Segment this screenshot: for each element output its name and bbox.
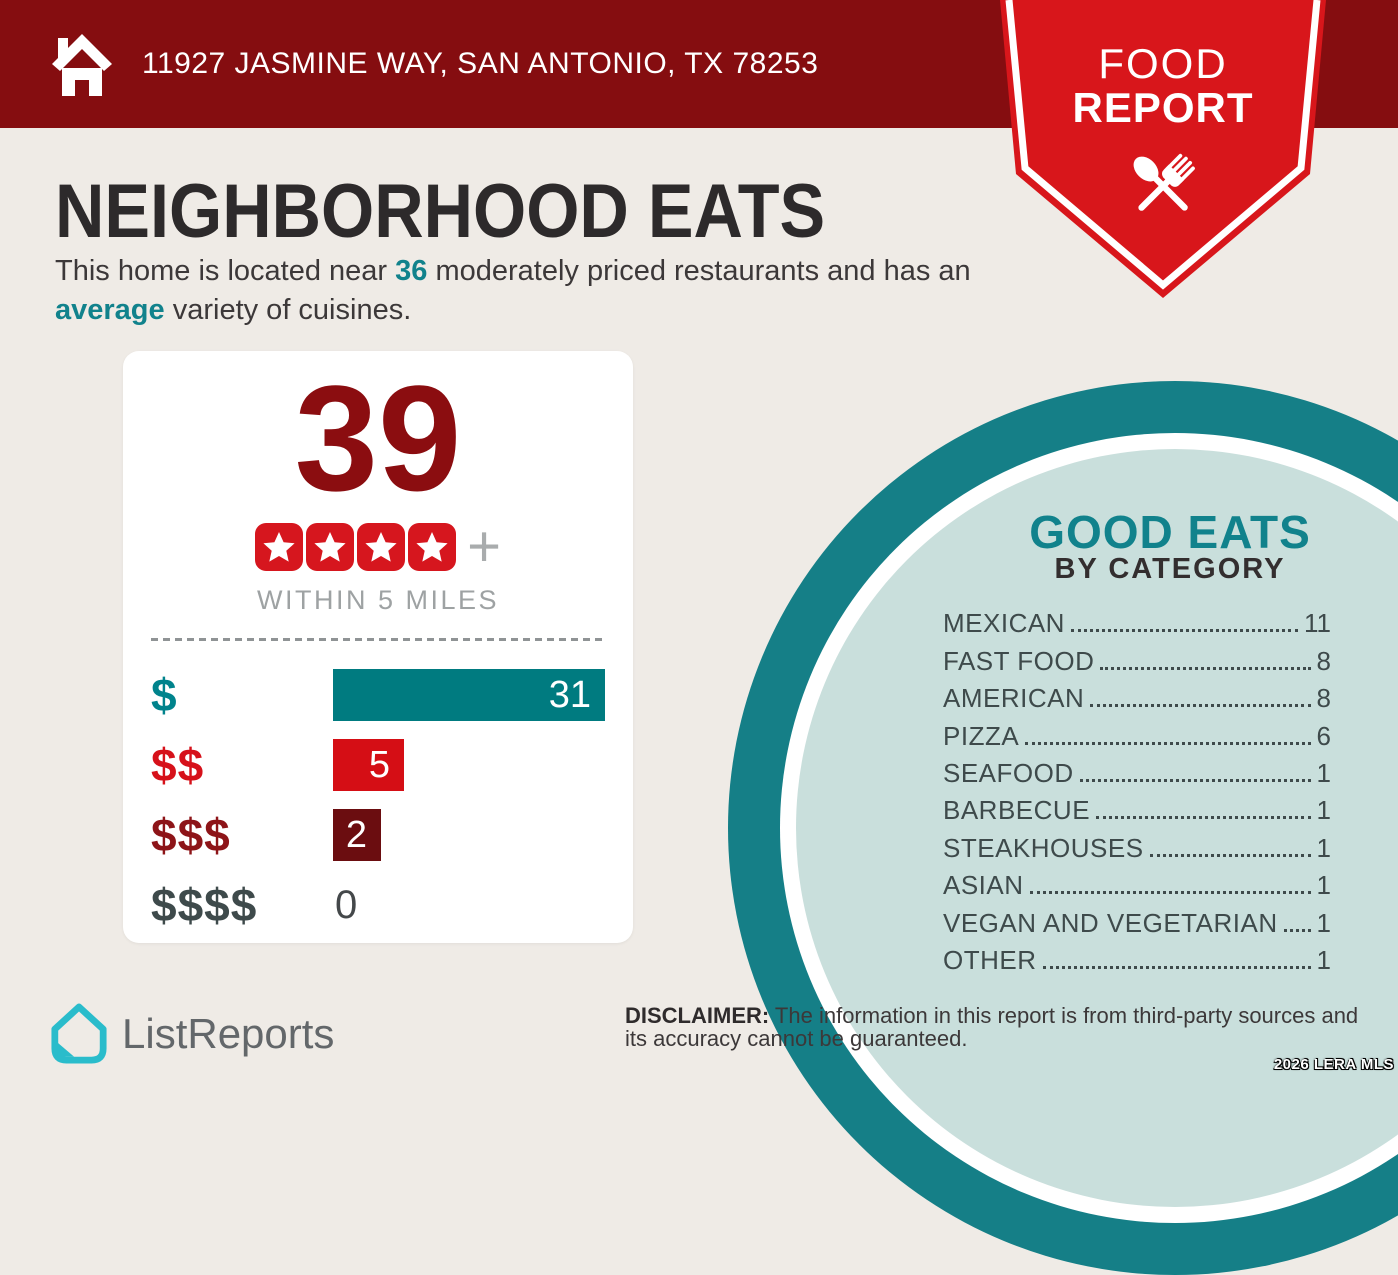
dotted-leader: [1096, 816, 1311, 820]
dotted-leader: [1283, 928, 1311, 932]
category-label: BARBECUE: [943, 795, 1091, 826]
home-icon: [52, 34, 112, 96]
listreports-wordmark: ListReports: [122, 1010, 335, 1057]
listreports-brand: ListReports: [50, 1002, 334, 1066]
category-list: MEXICAN 11 FAST FOOD 8 AMERICAN 8 PIZZA 6 SEAFOO…: [943, 602, 1331, 976]
dotted-leader: [1042, 965, 1311, 969]
dotted-leader: [1090, 704, 1311, 708]
price-tier-bar: 5: [333, 739, 404, 791]
intro-sentence: This home is located near 36 moderately …: [55, 252, 975, 329]
category-label: SEAFOOD: [943, 757, 1074, 788]
variety-highlight: average: [55, 293, 165, 326]
category-label: STEAKHOUSES: [943, 832, 1144, 863]
disclaimer-text: The information in this report is from t…: [625, 1003, 1359, 1051]
property-address: 11927 JASMINE WAY, SAN ANTONIO, TX 78253: [142, 47, 819, 80]
ribbon-title-report: REPORT: [1072, 84, 1254, 131]
price-tier-label: $$: [151, 739, 205, 791]
category-count: 6: [1316, 720, 1331, 751]
plus-sign: +: [467, 514, 501, 579]
star-rating: +: [123, 514, 633, 579]
price-tier-bar-chart: $31 $$ 5 $$$ 2 $$$$ 0: [151, 669, 605, 931]
dotted-leader: [1079, 778, 1311, 782]
category-row: OTHER 1: [943, 939, 1331, 976]
category-label: AMERICAN: [943, 683, 1085, 714]
category-label: VEGAN AND VEGETARIAN: [943, 907, 1278, 938]
category-row: ASIAN 1: [943, 864, 1331, 901]
category-label: PIZZA: [943, 720, 1020, 751]
category-label: ASIAN: [943, 870, 1024, 901]
category-label: FAST FOOD: [943, 645, 1095, 676]
category-count: 1: [1316, 795, 1331, 826]
category-label: OTHER: [943, 944, 1037, 975]
category-count: 1: [1316, 832, 1331, 863]
price-tier-row: $31: [151, 669, 605, 721]
category-row: PIZZA 6: [943, 714, 1331, 751]
category-count: 1: [1316, 757, 1331, 788]
price-tier-bar: 31: [333, 669, 605, 721]
category-row: FAST FOOD 8: [943, 639, 1331, 676]
category-label: MEXICAN: [943, 608, 1065, 639]
category-row: AMERICAN 8: [943, 677, 1331, 714]
star-badge: [408, 523, 457, 571]
star-badge: [357, 523, 406, 571]
spoon-fork-icon: [1133, 153, 1195, 211]
category-count: 1: [1316, 870, 1331, 901]
category-row: SEAFOOD 1: [943, 752, 1331, 789]
good-eats-title: GOOD EATS: [1029, 506, 1311, 558]
dotted-leader: [1100, 666, 1311, 670]
dotted-leader: [1070, 629, 1298, 633]
category-row: MEXICAN 11: [943, 602, 1331, 639]
mls-attribution: 2026 LERA MLS: [1273, 1056, 1394, 1073]
restaurant-summary-card: 39 + WITHIN 5 MILES $31 $$ 5 $$$ 2 $$$$ 0: [123, 351, 633, 943]
total-restaurants: 39: [294, 354, 462, 522]
price-tier-value: 31: [548, 673, 591, 716]
star-badge: [255, 523, 304, 571]
category-count: 8: [1316, 683, 1331, 714]
price-tier-label: $$$$: [151, 879, 258, 931]
subtitle-part2: moderately priced restaurants and has an: [427, 255, 971, 287]
price-tier-label: $$$: [151, 809, 231, 861]
ribbon-title-food: FOOD: [1098, 40, 1228, 87]
category-count: 11: [1304, 608, 1331, 639]
category-count: 1: [1316, 907, 1331, 938]
dashed-divider: [151, 638, 605, 641]
price-tier-value: 5: [368, 743, 390, 786]
subtitle-part3: variety of cuisines.: [164, 293, 412, 326]
food-report-ribbon: FOOD REPORT: [1000, 0, 1326, 300]
price-tier-row: $$$$ 0: [151, 879, 605, 931]
subtitle-part1: This home is located near: [55, 255, 396, 287]
category-row: STEAKHOUSES 1: [943, 826, 1331, 863]
price-tier-bar: 2: [333, 809, 381, 861]
price-tier-value: 2: [345, 813, 367, 856]
price-tier-value: 0: [335, 882, 358, 927]
restaurant-count: 36: [395, 255, 428, 287]
radius-note: WITHIN 5 MILES: [256, 585, 500, 615]
page-title: NEIGHBORHOOD EATS: [55, 169, 826, 254]
star-badge: [306, 523, 355, 571]
price-tier-label: $: [151, 669, 178, 721]
disclaimer-label: DISCLAIMER:: [625, 1003, 770, 1028]
category-row: BARBECUE 1: [943, 789, 1331, 826]
ribbon-shape: [1000, 0, 1326, 298]
category-count: 1: [1316, 944, 1331, 975]
price-tier-row: $$$ 2: [151, 809, 605, 861]
dotted-leader: [1149, 853, 1311, 857]
dotted-leader: [1029, 891, 1311, 895]
disclaimer: DISCLAIMER: The information in this repo…: [625, 1004, 1360, 1050]
category-row: VEGAN AND VEGETARIAN 1: [943, 901, 1331, 938]
price-tier-row: $$ 5: [151, 739, 605, 791]
listreports-logo-icon: [51, 1003, 107, 1064]
good-eats-subtitle: BY CATEGORY: [1054, 553, 1286, 585]
category-count: 8: [1316, 645, 1331, 676]
dotted-leader: [1025, 741, 1311, 745]
